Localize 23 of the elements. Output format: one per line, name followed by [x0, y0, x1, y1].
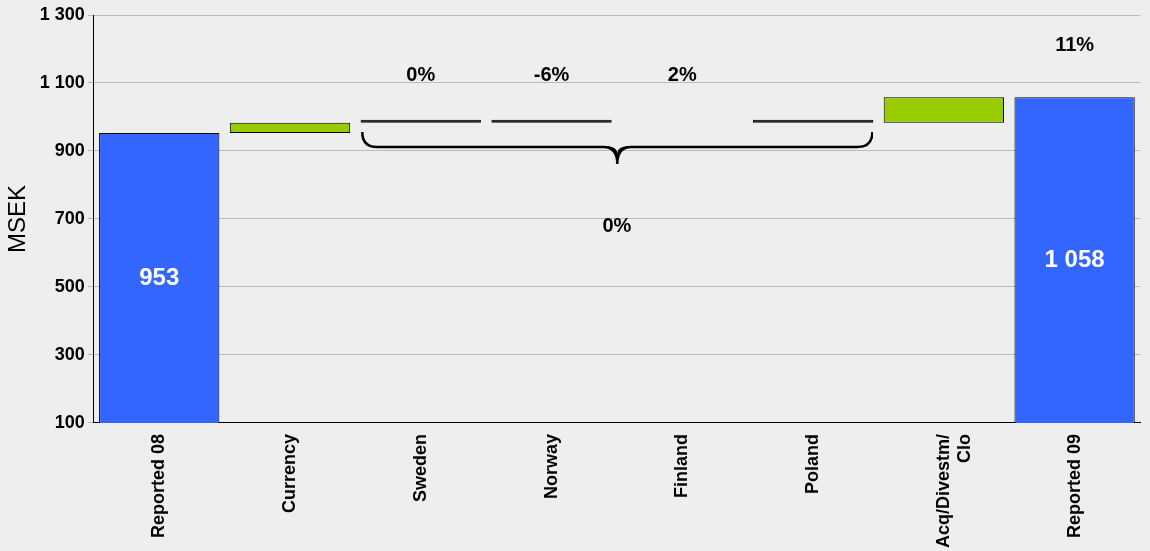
y-tick-label: 900	[54, 139, 85, 160]
annotation: 2%	[667, 62, 697, 85]
x-tick-label: Finland	[671, 433, 692, 498]
y-tick-label: 1 100	[39, 71, 85, 92]
x-tick-label: Norway	[540, 433, 561, 499]
annotation: -6%	[533, 62, 570, 85]
x-tick-label: Reported 08	[148, 433, 169, 538]
x-tick-label: Reported 09	[1063, 433, 1084, 538]
x-tick-label: Poland	[802, 433, 823, 494]
data-label: 953	[139, 262, 180, 290]
annotation: 0%	[406, 62, 436, 85]
annotation: 11%	[1055, 32, 1095, 55]
data-label: 1 058	[1044, 244, 1105, 272]
x-tick-label: Sweden	[409, 433, 430, 502]
y-tick-label: 500	[54, 275, 85, 296]
y-tick-label: 100	[54, 411, 85, 432]
y-tick-label: 300	[54, 343, 85, 364]
y-tick-label: 700	[54, 207, 85, 228]
y-tick-label: 1 300	[39, 3, 85, 24]
x-tick-label: Acq/Divestm/ Clo	[932, 433, 975, 549]
y-axis-title: MSEK	[3, 184, 31, 253]
x-tick-label: Currency	[278, 433, 299, 513]
annotation: 0%	[602, 213, 632, 236]
